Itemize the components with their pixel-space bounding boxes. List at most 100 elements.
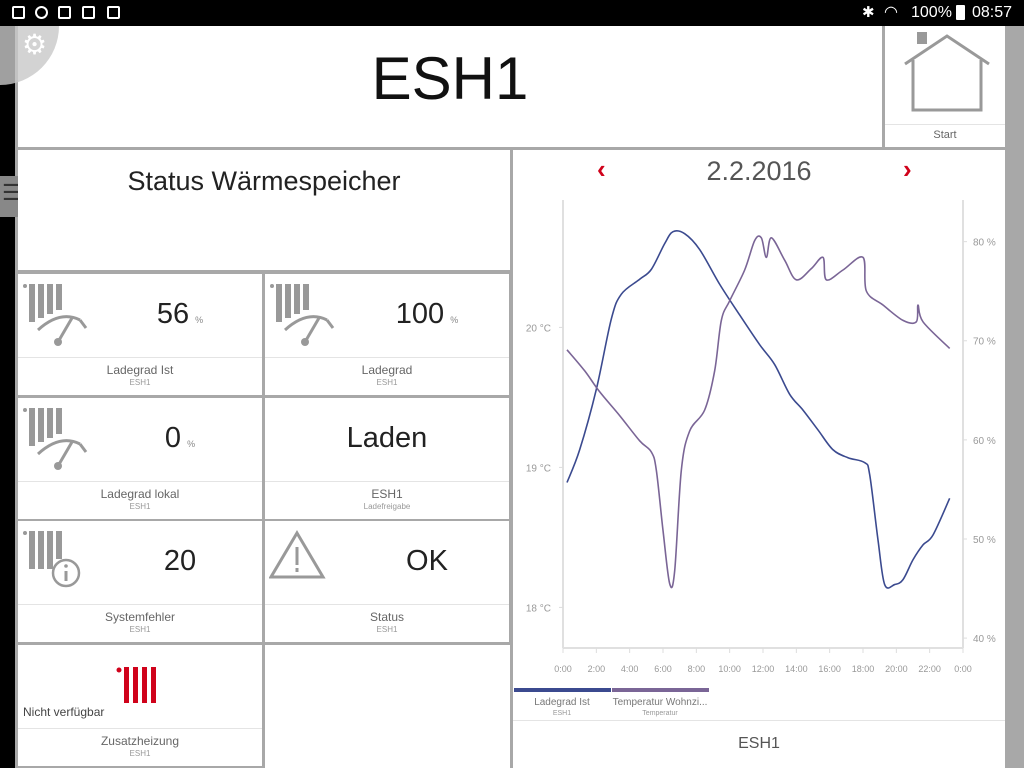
tile-sublabel: ESH1 <box>129 378 151 387</box>
series-line-2 <box>566 235 951 589</box>
next-day-button[interactable]: › <box>903 154 912 184</box>
gmail-icon <box>58 6 71 19</box>
y-right-tick-label: 40 % <box>973 634 996 645</box>
clock: 08:57 <box>972 4 1013 21</box>
series-line-1 <box>566 230 951 589</box>
tile-value-wrap: 20 <box>98 545 262 578</box>
tile-label: Ladegrad Ist <box>106 363 174 377</box>
settings-button[interactable]: ⚙ <box>0 26 59 85</box>
y-right-tick-label: 80 % <box>973 238 996 249</box>
tile-label: ESH1 <box>371 487 403 501</box>
list-icon: ☰ <box>2 180 22 205</box>
y-right-tick-label: 50 % <box>973 535 996 546</box>
status-bar: ✱ ◠ 100% 08:57 <box>0 0 1024 26</box>
bluetooth-icon: ✱ <box>862 4 875 21</box>
y-left-tick-label: 20 °C <box>526 323 551 334</box>
tile-value: Laden <box>346 422 428 454</box>
tile-status[interactable]: OK Status ESH1 <box>265 521 509 642</box>
storage-gauge-icon <box>22 406 102 481</box>
tile-label: Ladegrad lokal <box>100 487 180 501</box>
tile-ladegrad-ist[interactable]: 56% Ladegrad Ist ESH1 <box>18 274 262 395</box>
x-tick-label: 6:00 <box>654 664 672 674</box>
tile-top: 20 <box>18 521 262 605</box>
legend-swatch-2 <box>612 688 709 692</box>
tile-top: OK <box>265 521 509 605</box>
tile-sublabel: Ladefreigabe <box>363 502 411 511</box>
tile-value: Nicht verfügbar <box>23 705 105 719</box>
x-tick-label: 10:00 <box>718 664 741 674</box>
tile-label: Zusatzheizung <box>100 734 180 748</box>
tile-esh1[interactable]: Laden ESH1 Ladefreigabe <box>265 398 509 519</box>
legend-sublabel-2: Temperatur <box>642 710 678 717</box>
legend-label-1: Ladegrad Ist <box>534 697 590 708</box>
tile-value: 0 <box>164 422 182 454</box>
x-tick-label: 2:00 <box>588 664 606 674</box>
x-tick-label: 14:00 <box>785 664 808 674</box>
empty-tile <box>265 645 510 768</box>
storage-gauge-icon <box>269 282 349 357</box>
y-right-tick-label: 70 % <box>973 337 996 348</box>
storage-gauge-icon <box>22 282 102 357</box>
x-tick-label: 20:00 <box>885 664 908 674</box>
tile-sublabel: ESH1 <box>129 502 151 511</box>
tile-systemfehler[interactable]: 20 Systemfehler ESH1 <box>18 521 262 642</box>
prev-day-button[interactable]: ‹ <box>597 154 606 184</box>
header: ESH1 <box>18 26 882 147</box>
battery-level: 100% <box>911 4 952 21</box>
tile-sublabel: ESH1 <box>129 749 151 758</box>
tile-top: 100% <box>265 274 509 358</box>
chart-date: 2.2.2016 <box>706 156 812 186</box>
tile-label: Status <box>369 610 405 624</box>
tile-unit: % <box>195 315 204 325</box>
warning-icon <box>268 529 349 604</box>
sync-icon <box>35 6 48 19</box>
page-title: ESH1 <box>371 45 529 112</box>
legend-label-2: Temperatur Wohnzi... <box>613 697 708 708</box>
x-tick-label: 0:00 <box>954 664 972 674</box>
start-button[interactable]: Start <box>885 26 1005 147</box>
tile-label: Ladegrad <box>361 363 413 377</box>
gear-icon: ⚙ <box>22 29 48 60</box>
tile-value: 100 <box>395 298 445 330</box>
tile-sublabel: ESH1 <box>376 378 398 387</box>
x-tick-label: 8:00 <box>688 664 706 674</box>
tile-top: 56% <box>18 274 262 358</box>
tile-top: 0% <box>18 398 262 482</box>
tile-value: 20 <box>163 545 197 577</box>
x-tick-label: 18:00 <box>852 664 875 674</box>
store-icon <box>82 6 95 19</box>
tile-label: Systemfehler <box>104 610 176 624</box>
tile-sublabel: ESH1 <box>376 625 398 634</box>
x-tick-label: 0:00 <box>554 664 572 674</box>
tile-sublabel: ESH1 <box>129 625 151 634</box>
tile-value-wrap: 100% <box>345 298 509 331</box>
tile-value-wrap: 56% <box>98 298 262 331</box>
start-label: Start <box>885 124 1005 141</box>
tile-value-wrap: Laden <box>265 422 509 455</box>
y-left-tick-label: 18 °C <box>526 603 551 614</box>
tile-value: 56 <box>156 298 190 330</box>
battery-icon <box>956 5 965 20</box>
chart-footer: ESH1 <box>513 720 1005 768</box>
x-tick-label: 16:00 <box>818 664 841 674</box>
tile-ladegrad-lokal[interactable]: 0% Ladegrad lokal ESH1 <box>18 398 262 519</box>
tile-value-wrap: 0% <box>98 422 262 455</box>
legend-swatch-1 <box>514 688 611 692</box>
chart-panel: ‹ 2.2.2016 › ESH1 <box>513 150 1005 768</box>
tile-top: Laden <box>265 398 509 482</box>
tile-value: OK <box>406 545 448 577</box>
tile-top: Nicht verfügbar <box>18 645 262 729</box>
y-right-tick-label: 60 % <box>973 436 996 447</box>
status-panel: Status Wärmespeicher <box>18 150 510 270</box>
tasks-icon <box>107 6 120 19</box>
wifi-icon: ◠ <box>884 4 898 21</box>
panel-title: Status Wärmespeicher <box>127 166 401 196</box>
home-icon <box>904 32 990 112</box>
legend-sublabel-1: ESH1 <box>553 710 571 717</box>
tile-ladegrad[interactable]: 100% Ladegrad ESH1 <box>265 274 509 395</box>
tile-zusatzheizung[interactable]: Nicht verfügbar Zusatzheizung ESH1 <box>18 645 262 766</box>
tile-unit: % <box>450 315 459 325</box>
image-icon <box>12 6 25 19</box>
y-left-tick-label: 19 °C <box>526 463 551 474</box>
